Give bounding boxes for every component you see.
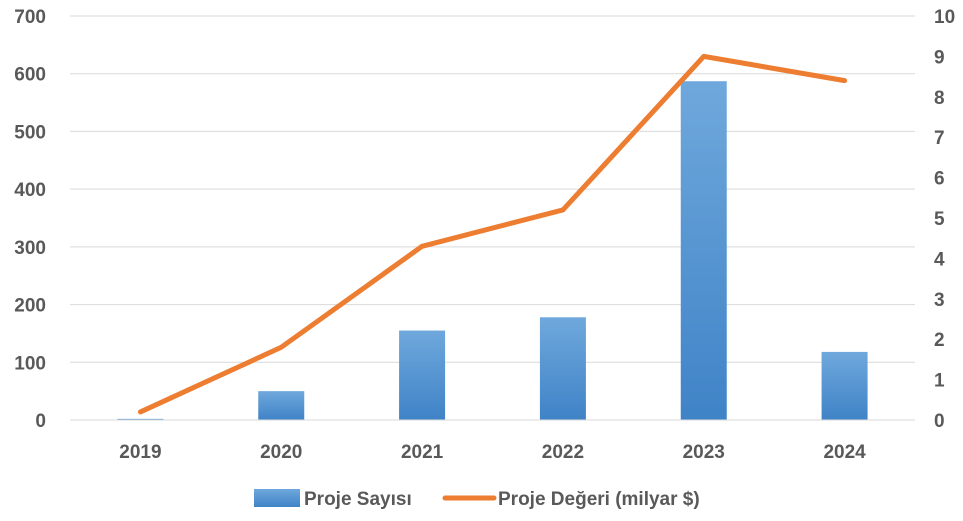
left-axis-tick-label: 700 [14,7,46,28]
right-axis-tick-label: 6 [934,169,945,190]
right-axis-tick-label: 4 [934,249,945,270]
right-axis-tick-label: 3 [934,290,945,311]
right-axis-tick-label: 1 [934,371,945,392]
left-axis-tick-label: 400 [14,180,46,201]
right-axis-tick-label: 9 [934,47,945,68]
left-axis-tick-label: 0 [35,411,46,432]
x-axis-tick-label: 2024 [823,442,866,463]
legend-bar-swatch [254,489,300,507]
legend-label-bars: Proje Sayısı [304,489,412,510]
line-point [844,80,846,82]
line-point [703,55,705,57]
line-point [139,411,141,413]
left-axis-tick-label: 200 [14,296,46,317]
x-axis-tick-label: 2023 [683,442,725,463]
bar [258,391,305,420]
gridlines [70,15,915,363]
series-line [137,53,848,415]
x-axis-tick-label: 2019 [119,442,161,463]
axes: 0 100 200 300 400 500 600 700 0 1 2 3 4 5 6 7 8 9 10 2019 20… [14,7,955,463]
x-axis-tick-label: 2020 [260,442,302,463]
right-axis-tick-label: 0 [934,411,945,432]
bar [680,81,727,421]
left-axis-tick-label: 500 [14,122,46,143]
line-point [280,346,282,348]
right-axis-tick-label: 10 [934,7,955,28]
line-series [137,53,848,415]
legend-label-line: Proje Değeri (milyar $) [498,489,700,510]
x-axis-tick-label: 2022 [542,442,584,463]
bar [117,418,164,420]
left-axis-tick-label: 300 [14,238,46,259]
bar-series [117,81,868,421]
right-axis-tick-label: 7 [934,128,945,149]
bar [539,317,586,420]
left-axis-tick-label: 100 [14,353,46,374]
line-point [562,209,564,211]
right-axis-tick-label: 5 [934,209,945,230]
right-axis-tick-label: 2 [934,330,945,351]
x-axis-tick-label: 2021 [401,442,444,463]
legend: Proje Sayısı Proje Değeri (milyar $) [254,489,700,510]
bar [821,351,868,420]
line-point [421,245,423,247]
right-axis-tick-label: 8 [934,88,945,109]
bar [399,330,446,420]
left-axis-tick-label: 600 [14,65,46,86]
